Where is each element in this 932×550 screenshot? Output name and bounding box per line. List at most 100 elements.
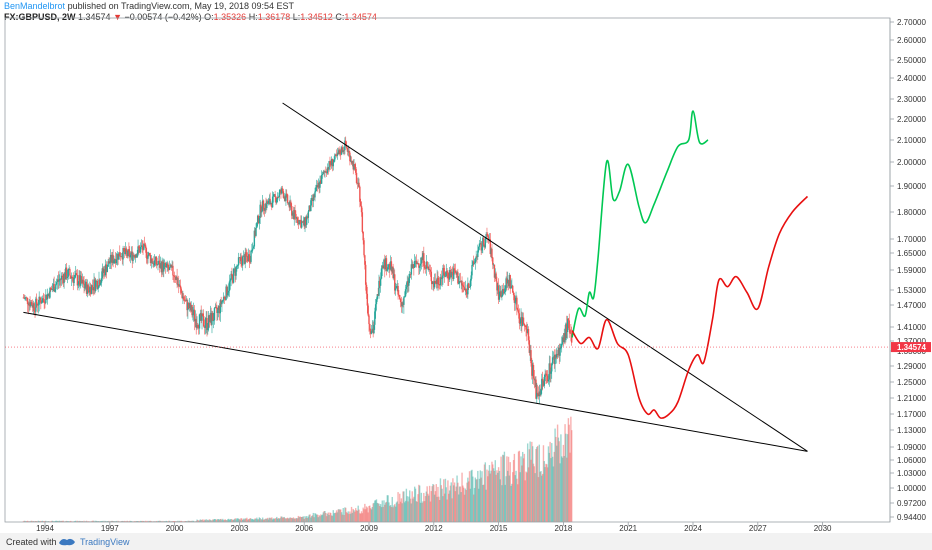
volume-bar xyxy=(218,519,221,522)
candle-body xyxy=(163,263,165,272)
candle-body xyxy=(114,259,117,264)
candle-body xyxy=(492,264,495,266)
candle-body xyxy=(298,219,300,225)
volume-bar xyxy=(56,520,59,522)
candle-body xyxy=(378,280,380,296)
tradingview-logo-icon[interactable] xyxy=(58,536,76,547)
candle-body xyxy=(157,263,159,265)
volume-bar xyxy=(553,451,555,522)
candle-body xyxy=(168,267,170,270)
volume-bar xyxy=(332,510,334,522)
candle-body xyxy=(381,265,383,269)
y-tick-label: 2.20000 xyxy=(897,115,926,124)
volume-bar xyxy=(534,473,536,522)
candle-body xyxy=(183,299,186,301)
volume-bar xyxy=(499,479,501,522)
candle-body xyxy=(448,278,450,280)
author-link[interactable]: BenMandelbrot xyxy=(4,1,66,11)
candle-body xyxy=(565,323,567,341)
volume-bar xyxy=(149,520,152,522)
candle-body xyxy=(171,265,173,268)
volume-bar xyxy=(207,519,209,522)
candle-body xyxy=(232,268,235,283)
candle-body xyxy=(507,279,509,284)
candle-body xyxy=(318,182,320,188)
volume-bar xyxy=(140,520,143,522)
volume-bar xyxy=(337,509,339,522)
candle-body xyxy=(505,278,507,289)
candle-body xyxy=(47,293,50,295)
volume-bar xyxy=(384,502,387,522)
volume-bar xyxy=(313,517,315,522)
volume-bar xyxy=(414,488,417,522)
volume-bar xyxy=(404,502,406,522)
candle-body xyxy=(335,154,337,156)
candle-body xyxy=(256,222,258,228)
candle-body xyxy=(346,147,349,152)
volume-bar xyxy=(463,487,465,522)
candle-body xyxy=(563,332,565,343)
volume-bar xyxy=(106,521,109,522)
y-tick-label: 1.00000 xyxy=(897,484,926,493)
volume-bar xyxy=(278,518,280,522)
candle-body xyxy=(177,283,179,285)
volume-bar xyxy=(357,505,359,522)
volume-bar xyxy=(202,519,204,522)
y-tick-label: 2.30000 xyxy=(897,95,926,104)
tradingview-brand[interactable]: TradingView xyxy=(80,537,130,547)
candle-body xyxy=(242,255,245,257)
x-tick-label: 2024 xyxy=(684,524,702,533)
volume-bar xyxy=(373,502,375,522)
candle-body xyxy=(380,268,383,279)
candle-body xyxy=(376,294,379,300)
candle-body xyxy=(564,332,566,341)
candle-body xyxy=(179,285,182,289)
candle-body xyxy=(305,216,308,225)
volume-bar xyxy=(518,450,521,522)
candle-body xyxy=(408,278,410,286)
candle-body xyxy=(205,317,207,326)
volume-bar xyxy=(350,513,352,522)
candle-body xyxy=(413,264,415,268)
candle-body xyxy=(314,191,316,198)
symbol-label[interactable]: FX:GBPUSD, 2W xyxy=(4,12,76,22)
candle-body xyxy=(92,287,94,291)
candle-body xyxy=(374,311,376,325)
volume-bar xyxy=(41,520,44,522)
volume-bar xyxy=(259,517,261,522)
volume-bar xyxy=(115,520,118,522)
volume-bar xyxy=(520,456,522,522)
volume-bar xyxy=(514,475,516,522)
candle-body xyxy=(198,314,201,329)
candle-body xyxy=(385,258,388,271)
volume-bar xyxy=(448,490,451,522)
volume-bar xyxy=(129,520,131,522)
candle-body xyxy=(259,204,261,218)
volume-bar xyxy=(515,470,517,522)
candle-body xyxy=(553,356,555,365)
candle-body xyxy=(508,274,511,287)
plot-frame xyxy=(4,17,891,523)
volume-bar xyxy=(377,503,379,522)
candle-body xyxy=(548,363,550,380)
volume-bar xyxy=(191,520,193,522)
volume-bar xyxy=(346,513,349,522)
candle-body xyxy=(482,237,485,245)
volume-bar xyxy=(506,456,508,522)
candle-body xyxy=(210,313,212,325)
trendline-upper xyxy=(282,102,808,452)
candle-body xyxy=(261,211,263,213)
candle-body xyxy=(340,147,343,155)
volume-bar xyxy=(433,494,436,522)
candle-body xyxy=(74,274,76,278)
candle-body xyxy=(202,313,204,317)
candle-body xyxy=(109,262,111,264)
volume-bar xyxy=(62,520,64,522)
volume-bar xyxy=(211,520,213,522)
candle-body xyxy=(174,277,177,280)
candle-body xyxy=(412,264,414,268)
candle-body xyxy=(287,202,290,204)
candle-body xyxy=(447,273,449,279)
candle-body xyxy=(406,280,408,287)
